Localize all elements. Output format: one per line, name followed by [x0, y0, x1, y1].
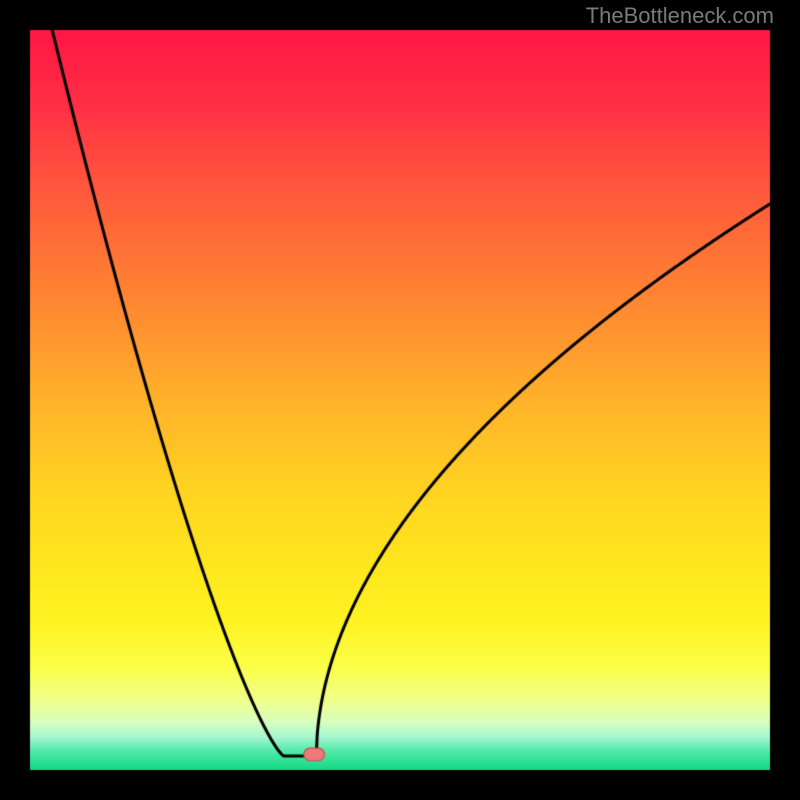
- bottleneck-chart-canvas: [0, 0, 800, 800]
- chart-stage: TheBottleneck.com: [0, 0, 800, 800]
